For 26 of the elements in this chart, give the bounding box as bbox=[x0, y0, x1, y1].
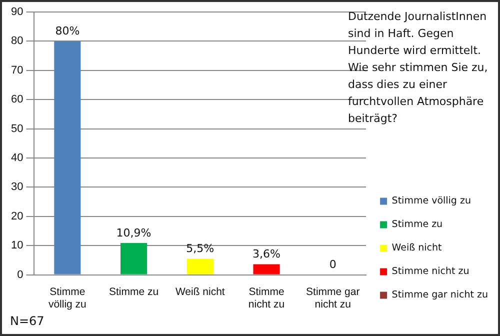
x-tick-label: Weiß nicht bbox=[175, 286, 225, 298]
legend-label: Stimme völlig zu bbox=[392, 196, 471, 207]
y-tick-label: 40 bbox=[10, 152, 24, 164]
y-tick-label: 70 bbox=[10, 64, 24, 76]
x-tick-label: Stimme gar nicht zu bbox=[306, 286, 360, 311]
y-tick-label: 80 bbox=[10, 35, 24, 48]
data-label: 0 bbox=[329, 258, 336, 272]
y-tick-label: 60 bbox=[10, 94, 24, 106]
y-tick-label: 0 bbox=[17, 268, 24, 281]
x-tick-label: Stimme völlig zu bbox=[48, 286, 87, 311]
text: N=67 bbox=[10, 314, 44, 328]
data-label: 3,6% bbox=[252, 248, 280, 261]
y-tick-label: 10 bbox=[10, 240, 24, 252]
legend-label: Weiß nicht bbox=[392, 242, 442, 254]
y-tick-label: 90 bbox=[10, 6, 24, 18]
data-label: 10,9% bbox=[116, 226, 152, 240]
legend-label: Stimme zu bbox=[392, 219, 443, 230]
y-tick-label: 20 bbox=[10, 210, 24, 222]
y-tick-label: 30 bbox=[10, 181, 24, 194]
data-label: 5,5% bbox=[186, 242, 214, 256]
y-tick-label: 50 bbox=[10, 122, 24, 135]
legend-label: Stimme nicht zu bbox=[392, 266, 470, 278]
text: Dutzende JournalistInnen sind in Haft. Gegen Hunderte wird ermittelt. Wie sehr stimmen Sie zu, dass dies zu einer furchtvollen Atmosphäre beiträgt? bbox=[348, 9, 489, 127]
x-tick-label: Stimme zu bbox=[108, 286, 159, 298]
data-label: 80% bbox=[55, 24, 80, 38]
x-tick-label: Stimme nicht zu bbox=[248, 286, 285, 311]
